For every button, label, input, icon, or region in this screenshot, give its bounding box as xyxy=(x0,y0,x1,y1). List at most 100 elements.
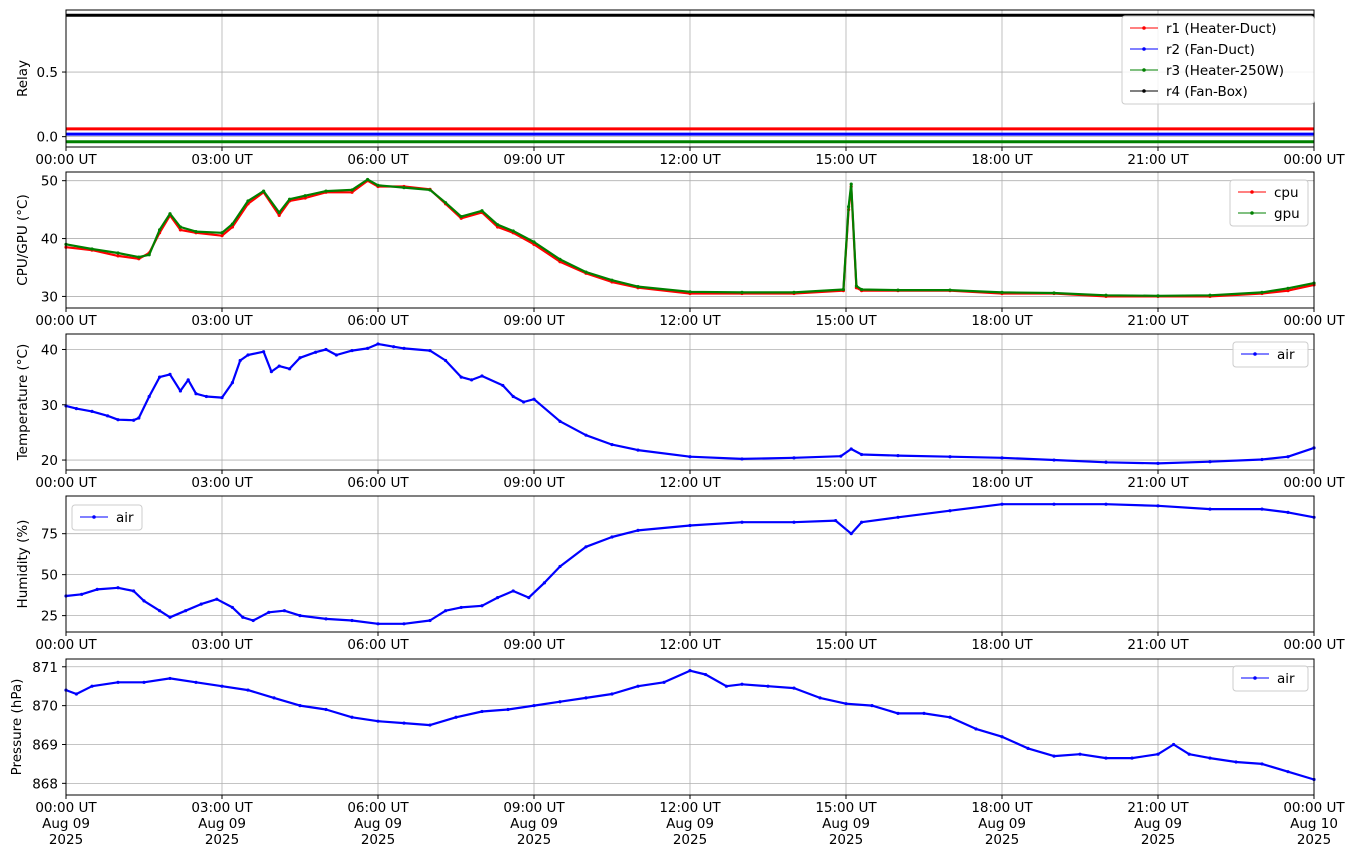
data-point xyxy=(303,196,307,200)
x-tick-label-line: 09:00 UT xyxy=(503,313,565,329)
data-point xyxy=(444,358,448,363)
y-tick-label: 25 xyxy=(41,609,58,625)
data-point xyxy=(1260,457,1264,462)
data-point xyxy=(220,684,224,688)
data-point xyxy=(470,378,474,382)
data-point xyxy=(324,347,328,352)
data-point xyxy=(95,587,99,591)
data-point xyxy=(662,680,666,684)
legend: air xyxy=(1232,341,1309,368)
x-tick-label-line: 03:00 UT xyxy=(191,152,253,168)
data-point xyxy=(194,392,198,396)
data-point xyxy=(116,418,120,422)
data-point xyxy=(522,400,526,404)
x-tick-label: 18:00 UT Aug 09 2025 xyxy=(971,800,1033,848)
y-axis-label: Humidity (%) xyxy=(15,520,31,609)
x-tick-label-line: 00:00 UT xyxy=(35,475,97,491)
x-tick-label-line: 09:00 UT xyxy=(503,800,565,816)
x-tick-label: 06:00 UT xyxy=(347,152,409,168)
x-tick-label-line: Aug 10 xyxy=(1290,816,1338,832)
data-point xyxy=(168,372,172,376)
x-tick-label-line: 18:00 UT xyxy=(971,637,1033,653)
data-point xyxy=(220,231,224,235)
data-point xyxy=(288,367,292,371)
legend: air xyxy=(1232,665,1309,692)
data-point xyxy=(1286,455,1290,459)
legend-swatch-marker xyxy=(1250,190,1254,194)
data-point xyxy=(1000,735,1004,739)
x-tick-label: 12:00 UT xyxy=(659,152,721,168)
data-point xyxy=(366,346,370,350)
x-tick-label: 21:00 UT Aug 09 2025 xyxy=(1127,800,1189,848)
data-point xyxy=(303,194,307,198)
data-point xyxy=(1104,293,1108,297)
data-point xyxy=(428,348,432,353)
x-tick-label-line: 2025 xyxy=(205,832,239,848)
data-point xyxy=(792,456,796,460)
x-tick-label: 00:00 UT xyxy=(35,313,97,329)
data-point xyxy=(1156,461,1160,465)
data-point xyxy=(740,520,744,524)
x-tick-label-line: 00:00 UT xyxy=(35,637,97,653)
data-point xyxy=(688,455,692,459)
data-point xyxy=(740,290,744,294)
x-tick-label: 21:00 UT xyxy=(1127,637,1189,653)
data-point xyxy=(1052,754,1056,758)
data-point xyxy=(1052,458,1056,462)
data-point xyxy=(1000,456,1004,460)
data-point xyxy=(532,397,536,401)
data-point xyxy=(334,353,338,357)
legend-swatch-marker xyxy=(1253,352,1257,356)
data-point xyxy=(506,707,510,712)
y-tick-label: 30 xyxy=(41,398,58,414)
data-point xyxy=(922,711,926,716)
data-point xyxy=(246,199,250,203)
x-tick-label: 00:00 UT Aug 10 2025 xyxy=(1283,800,1345,848)
data-point xyxy=(220,395,224,400)
x-tick-label-line: 2025 xyxy=(517,832,551,848)
data-point xyxy=(194,230,198,234)
data-point xyxy=(1000,290,1004,294)
data-point xyxy=(350,618,354,623)
data-point xyxy=(610,278,614,282)
data-point xyxy=(1156,504,1160,508)
data-point xyxy=(74,692,78,696)
x-tick-label-line: 09:00 UT xyxy=(503,637,565,653)
data-point xyxy=(792,290,796,294)
data-point xyxy=(288,197,292,201)
data-point xyxy=(230,222,234,226)
x-tick-label-line: Aug 09 xyxy=(354,816,402,832)
legend: cpu gpu xyxy=(1229,179,1309,227)
data-point xyxy=(636,528,640,533)
x-tick-label: 12:00 UT xyxy=(659,637,721,653)
data-point xyxy=(480,604,484,608)
data-point xyxy=(1260,290,1264,294)
data-point xyxy=(1000,502,1004,506)
data-point xyxy=(636,448,640,452)
series-line-0 xyxy=(65,342,1315,465)
legend-label: r1 (Heater-Duct) xyxy=(1166,21,1277,37)
data-point xyxy=(584,433,588,437)
x-tick-label: 09:00 UT xyxy=(503,313,565,329)
data-point xyxy=(168,615,172,619)
x-tick-label: 18:00 UT xyxy=(971,152,1033,168)
data-point xyxy=(74,407,78,411)
legend-frame xyxy=(1232,341,1309,368)
x-tick-label-line: 15:00 UT xyxy=(815,637,877,653)
data-point xyxy=(376,622,380,626)
x-tick-label-line: 15:00 UT xyxy=(815,313,877,329)
x-tick-label: 21:00 UT xyxy=(1127,152,1189,168)
data-point xyxy=(459,605,463,610)
x-tick-label-line: 21:00 UT xyxy=(1127,800,1189,816)
data-point xyxy=(610,442,614,447)
data-point xyxy=(849,532,853,536)
data-point xyxy=(147,253,151,257)
x-tick-label-line: 12:00 UT xyxy=(659,313,721,329)
data-point xyxy=(402,721,406,725)
x-tick-label: 03:00 UT xyxy=(191,152,253,168)
data-point xyxy=(610,535,614,539)
x-tick-label-line: Aug 09 xyxy=(198,816,246,832)
x-tick-label: 06:00 UT xyxy=(347,637,409,653)
y-tick-label: 30 xyxy=(41,289,58,305)
